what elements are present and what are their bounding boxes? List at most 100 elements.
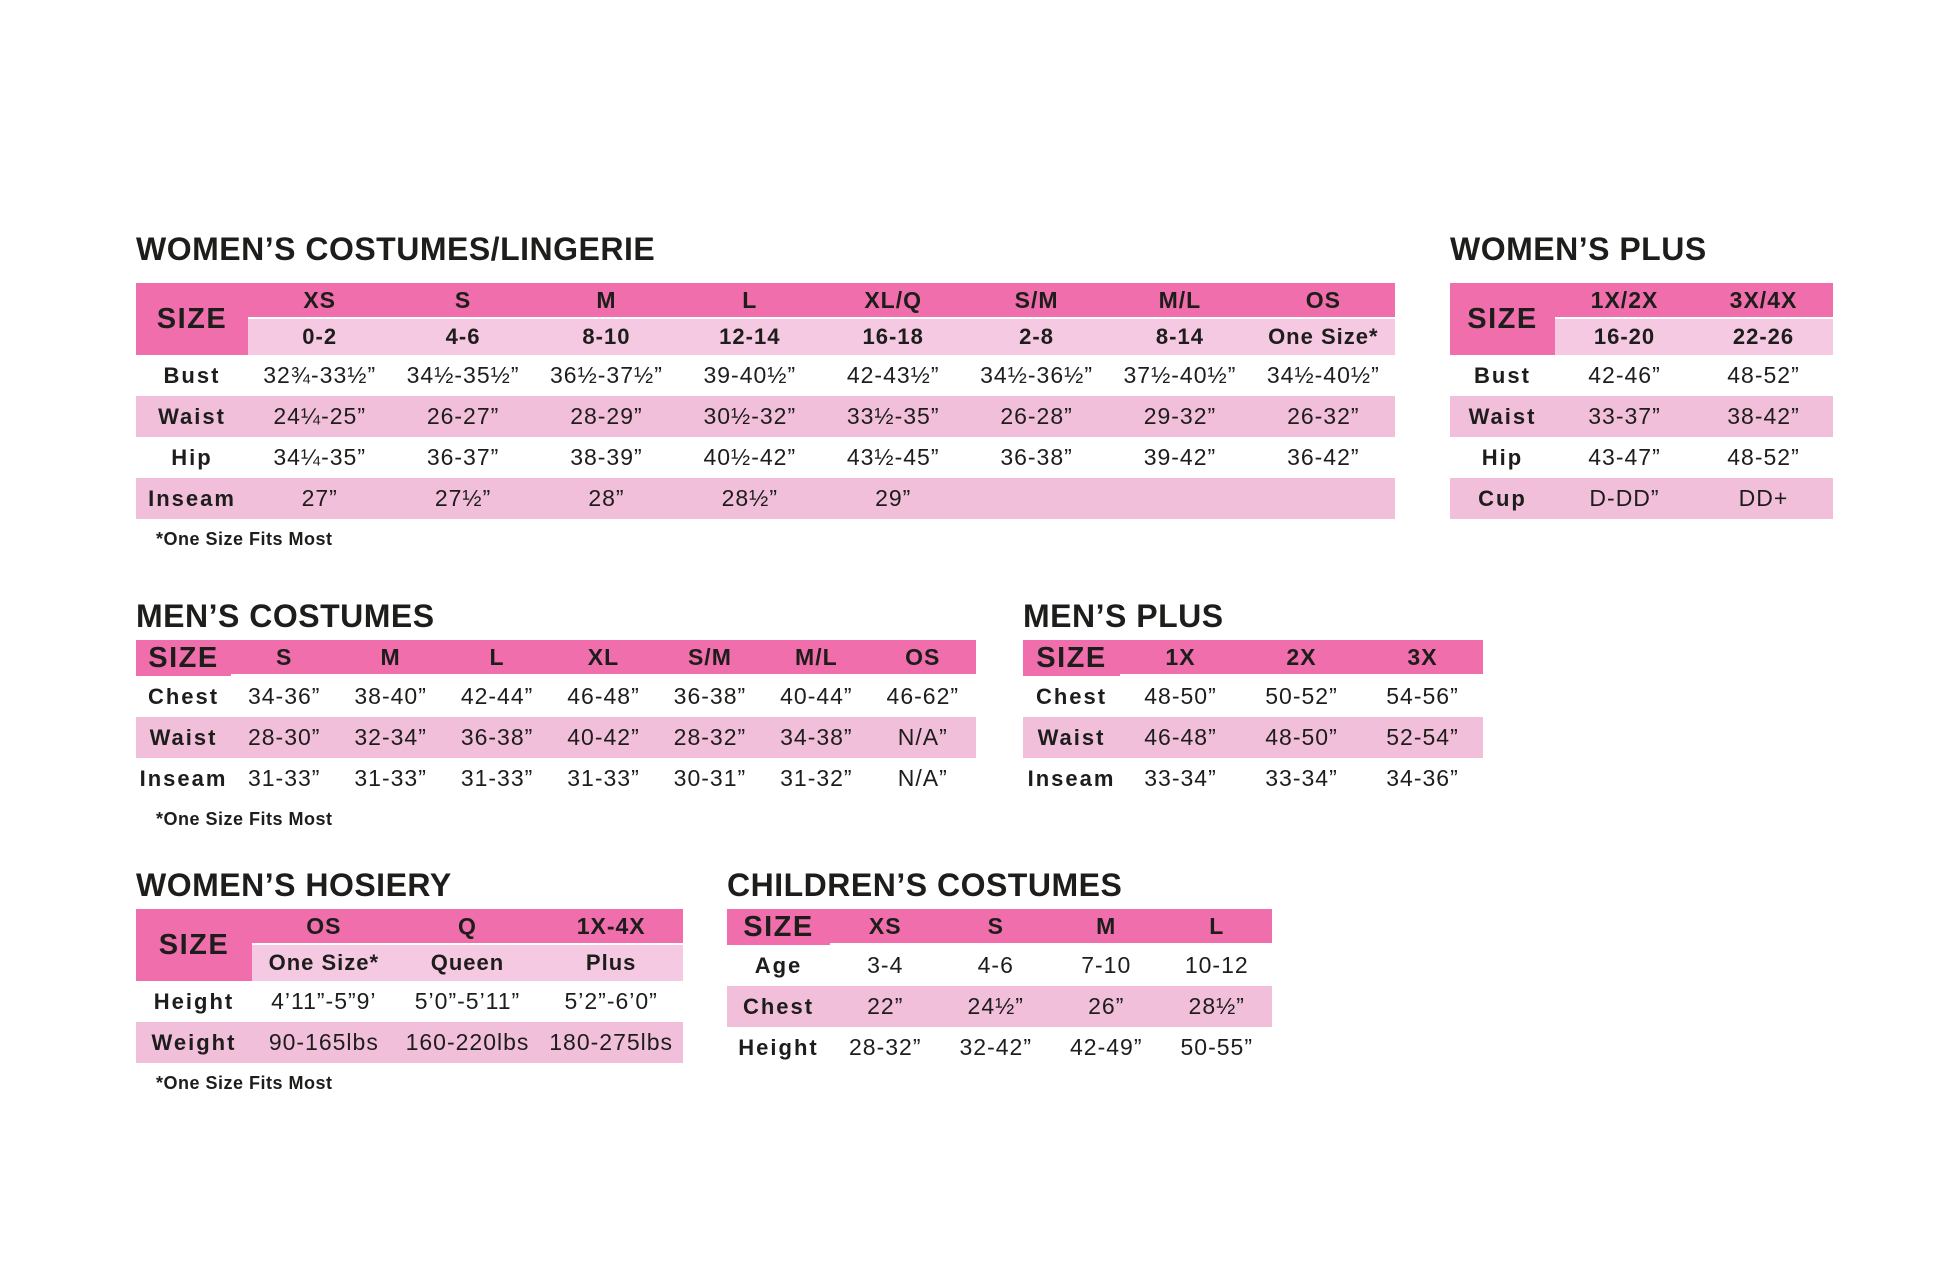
row-label: Age — [727, 945, 830, 986]
column-header: OS — [252, 909, 396, 945]
column-header: S — [231, 640, 338, 676]
childrens-costumes-title: CHILDREN’S COSTUMES — [727, 867, 1123, 903]
size-value: 36-38” — [656, 676, 764, 717]
column-subheader: One Size* — [1251, 319, 1395, 355]
row-label: Height — [136, 981, 252, 1022]
row-label: Cup — [1450, 478, 1555, 519]
row-label: Bust — [136, 355, 248, 396]
size-value: 34½-35½” — [391, 355, 535, 396]
size-value: 28½” — [1161, 986, 1272, 1027]
size-value: 4-6 — [940, 945, 1051, 986]
section-womens-hosiery: WOMEN’S HOSIERY SIZE OS Q 1X-4X One Size* Que… — [136, 867, 683, 1094]
size-value: 26-28” — [964, 396, 1109, 437]
column-subheader: 22-26 — [1694, 319, 1833, 355]
size-value: 22” — [830, 986, 941, 1027]
size-value: 40-44” — [763, 676, 870, 717]
size-value — [964, 478, 1109, 519]
section-mens-costumes: MEN’S COSTUMES SIZE S M L XL S/M M/L OS Chest 34-… — [136, 598, 976, 830]
size-header: SIZE — [136, 283, 248, 355]
column-header: L — [678, 283, 822, 319]
row-label: Waist — [1450, 396, 1555, 437]
mens-costumes-title: MEN’S COSTUMES — [136, 598, 435, 634]
row-label: Hip — [1450, 437, 1555, 478]
size-header: SIZE — [727, 909, 830, 945]
section-womens-plus: WOMEN’S PLUS SIZE 1X/2X 3X/4X 16-20 22-26 Bus… — [1450, 231, 1833, 519]
section-childrens-costumes: CHILDREN’S COSTUMES SIZE XS S M L Age 3-4 4-6 7-… — [727, 867, 1272, 1068]
size-value: 50-52” — [1241, 676, 1362, 717]
size-value: 28-32” — [656, 717, 764, 758]
column-header: 1X/2X — [1555, 283, 1694, 319]
row-label: Chest — [1023, 676, 1120, 717]
size-value: 54-56” — [1362, 676, 1483, 717]
size-value: 34-38” — [763, 717, 870, 758]
size-value: 27” — [248, 478, 392, 519]
size-value: 30½-32” — [678, 396, 822, 437]
size-value: 34½-36½” — [964, 355, 1109, 396]
size-value: 42-43½” — [821, 355, 965, 396]
column-header: 3X/4X — [1694, 283, 1833, 319]
column-subheader: 16-18 — [821, 319, 965, 355]
section-womens-costumes: WOMEN’S COSTUMES/LINGERIE SIZE XS S M L XL/Q S… — [136, 231, 1395, 550]
column-header: L — [443, 640, 551, 676]
size-header: SIZE — [1023, 640, 1120, 676]
size-value: 33½-35” — [821, 396, 965, 437]
column-header: M — [337, 640, 444, 676]
size-value: 42-44” — [443, 676, 551, 717]
column-header: S — [940, 909, 1051, 945]
size-header: SIZE — [1450, 283, 1555, 355]
column-header: 3X — [1362, 640, 1483, 676]
size-value: 46-48” — [550, 676, 657, 717]
size-value: 30-31” — [656, 758, 764, 799]
row-label: Waist — [136, 717, 231, 758]
mens-costumes-table: SIZE S M L XL S/M M/L OS Chest 34-36” 38-40” 42-44”… — [136, 640, 976, 799]
size-value: 24¼-25” — [248, 396, 392, 437]
column-subheader: 8-14 — [1108, 319, 1252, 355]
size-value: 10-12 — [1161, 945, 1272, 986]
size-value: 34-36” — [231, 676, 338, 717]
row-label: Inseam — [136, 478, 248, 519]
size-value: 34-36” — [1362, 758, 1483, 799]
column-header: OS — [1251, 283, 1395, 319]
size-value: 36-38” — [443, 717, 551, 758]
column-header: S/M — [964, 283, 1109, 319]
womens-plus-table: SIZE 1X/2X 3X/4X 16-20 22-26 Bust 42-46” 48-52”… — [1450, 283, 1833, 519]
size-value: 38-42” — [1694, 396, 1833, 437]
size-header: SIZE — [136, 640, 231, 676]
column-subheader: 8-10 — [534, 319, 679, 355]
column-header: XL — [550, 640, 657, 676]
size-value: 4’11”-5”9’ — [252, 981, 396, 1022]
size-value: DD+ — [1694, 478, 1833, 519]
size-value: 180-275lbs — [539, 1022, 683, 1063]
size-value: 90-165lbs — [252, 1022, 396, 1063]
size-value: 39-40½” — [678, 355, 822, 396]
size-value: 32-42” — [940, 1027, 1051, 1068]
row-label: Waist — [1023, 717, 1120, 758]
womens-costumes-title: WOMEN’S COSTUMES/LINGERIE — [136, 231, 656, 267]
row-label: Hip — [136, 437, 248, 478]
size-value: 24½” — [940, 986, 1051, 1027]
size-value: 5’2”-6’0” — [539, 981, 683, 1022]
size-value: 31-32” — [763, 758, 870, 799]
column-subheader: Queen — [395, 945, 540, 981]
column-subheader: 12-14 — [678, 319, 822, 355]
size-value: 36-37” — [391, 437, 535, 478]
womens-hosiery-title: WOMEN’S HOSIERY — [136, 867, 452, 903]
column-header: XS — [248, 283, 392, 319]
column-subheader: One Size* — [252, 945, 396, 981]
size-value: 7-10 — [1051, 945, 1162, 986]
column-subheader: 0-2 — [248, 319, 392, 355]
size-value: 27½” — [391, 478, 535, 519]
column-header: S/M — [656, 640, 764, 676]
size-value: 48-52” — [1694, 355, 1833, 396]
row-label: Weight — [136, 1022, 252, 1063]
size-value: 40-42” — [550, 717, 657, 758]
size-value: 33-34” — [1241, 758, 1362, 799]
size-value: 26-27” — [391, 396, 535, 437]
column-header: M — [1051, 909, 1162, 945]
womens-plus-title: WOMEN’S PLUS — [1450, 231, 1707, 267]
size-value: 46-48” — [1120, 717, 1241, 758]
column-subheader: 4-6 — [391, 319, 535, 355]
column-subheader: Plus — [539, 945, 683, 981]
size-value: 28-29” — [534, 396, 679, 437]
size-value: 39-42” — [1108, 437, 1252, 478]
